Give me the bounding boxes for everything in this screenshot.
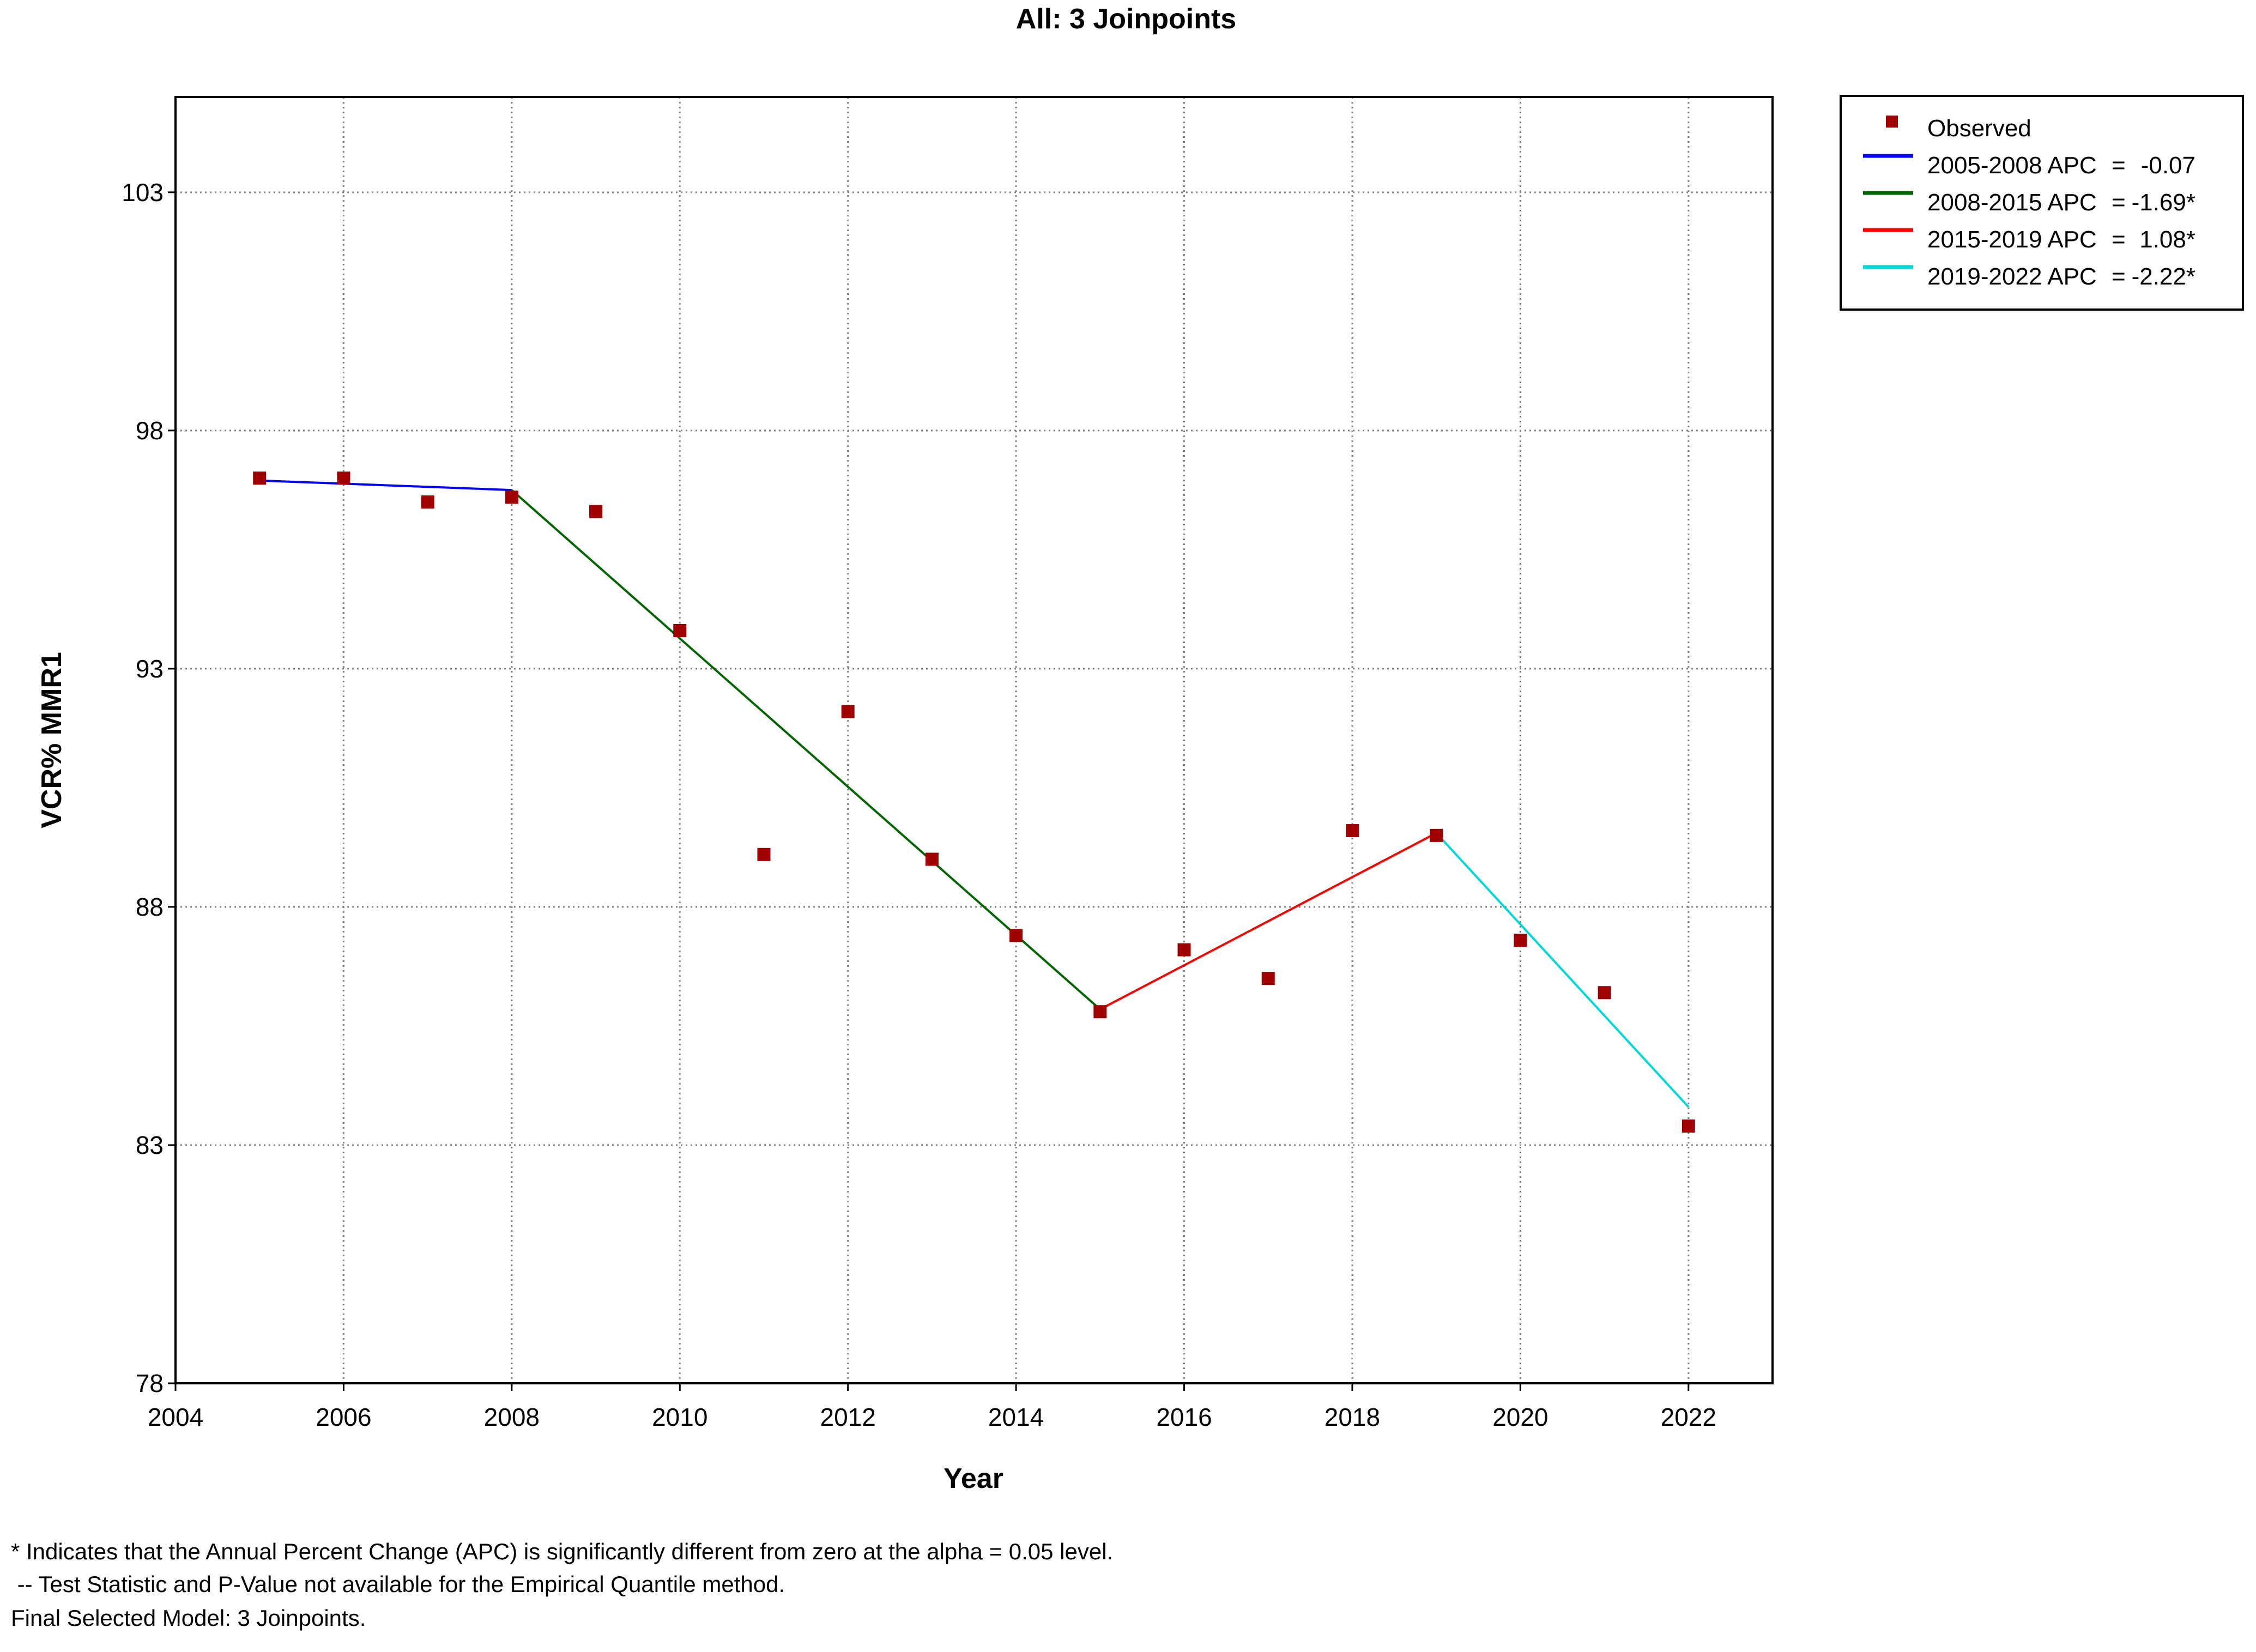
observed-point (1177, 943, 1191, 957)
x-tick-label: 2010 (652, 1403, 707, 1431)
legend-equals: = (2112, 152, 2126, 179)
observed-point (1430, 828, 1443, 842)
x-axis-title: Year (943, 1463, 1003, 1494)
observed-point (1345, 824, 1359, 838)
trend-segment-2005-2008 (259, 479, 512, 492)
observed-point (1598, 986, 1611, 1000)
legend-marker-observed (1886, 116, 1898, 128)
y-tick-label: 88 (136, 893, 164, 921)
legend-label: 2015-2019 APC (1927, 226, 2097, 253)
x-tick-label: 2014 (988, 1403, 1044, 1431)
observed-point (925, 852, 939, 866)
x-tick-label: 2022 (1661, 1403, 1716, 1431)
chart-title: All: 3 Joinpoints (1016, 3, 1236, 35)
observed-point (1514, 934, 1527, 947)
footnote-final-model: Final Selected Model: 3 Joinpoints. (11, 1605, 366, 1631)
observed-point (673, 624, 687, 637)
legend-apc-value: -2.22* (2132, 263, 2195, 290)
observed-point (337, 471, 350, 485)
x-tick-label: 2006 (316, 1403, 371, 1431)
x-tick-label: 2004 (148, 1403, 203, 1431)
observed-point (1093, 1005, 1107, 1019)
legend-label: 2005-2008 APC (1927, 152, 2097, 179)
observed-point (1261, 972, 1275, 985)
x-tick-label: 2020 (1492, 1403, 1548, 1431)
observed-point (421, 495, 434, 509)
legend-apc-value: 1.08* (2139, 226, 2195, 253)
trend-segment-2008-2015 (511, 489, 1101, 1010)
legend-equals: = (2112, 263, 2126, 290)
x-tick-label: 2008 (484, 1403, 540, 1431)
x-tick-label: 2018 (1324, 1403, 1380, 1431)
joinpoint-chart: 2004 2006 2008 2010 2012 2014 2016 2018 2020 2022… (36, 3, 2244, 1494)
y-axis-title: VCR% MMR1 (36, 652, 68, 828)
trend-segment-2019-2022 (1435, 832, 1690, 1108)
y-tick-label: 98 (136, 416, 164, 445)
x-tick-label: 2016 (1156, 1403, 1212, 1431)
legend-apc-value: -1.69* (2132, 189, 2195, 216)
plot-area-frame (174, 96, 1774, 1384)
x-tick-labels: 2004 2006 2008 2010 2012 2014 2016 2018 2020 2022 (148, 1403, 1716, 1431)
legend-apc-value: -0.07 (2141, 152, 2195, 179)
legend-label-observed: Observed (1927, 115, 2031, 142)
legend: Observed 2005-2008 APC = -0.07 2008-2015 APC… (1840, 95, 2244, 311)
grid-lines (168, 97, 1773, 1391)
legend-label: 2008-2015 APC (1927, 189, 2097, 216)
observed-point (505, 491, 518, 504)
x-tick-label: 2012 (820, 1403, 876, 1431)
footnote-significance: * Indicates that the Annual Percent Chan… (11, 1539, 1114, 1564)
trend-segments (259, 479, 1690, 1108)
y-tick-label: 93 (136, 655, 164, 683)
legend-frame (1840, 95, 2244, 311)
observed-point (757, 848, 771, 861)
observed-point (253, 471, 267, 485)
legend-label: 2019-2022 APC (1927, 263, 2097, 290)
legend-equals: = (2112, 189, 2126, 216)
observed-point (841, 705, 855, 718)
observed-point (1682, 1120, 1695, 1133)
trend-segment-2015-2019 (1099, 832, 1437, 1010)
legend-equals: = (2112, 226, 2126, 253)
observed-points (253, 471, 1695, 1133)
y-tick-labels: 78 83 88 93 98 103 (122, 178, 164, 1397)
observed-point (1009, 929, 1023, 942)
footnote-test-statistic: -- Test Statistic and P-Value not availa… (11, 1571, 785, 1597)
y-tick-label: 78 (136, 1369, 164, 1397)
y-tick-label: 83 (136, 1131, 164, 1159)
y-tick-label: 103 (122, 178, 164, 207)
observed-point (589, 505, 603, 518)
